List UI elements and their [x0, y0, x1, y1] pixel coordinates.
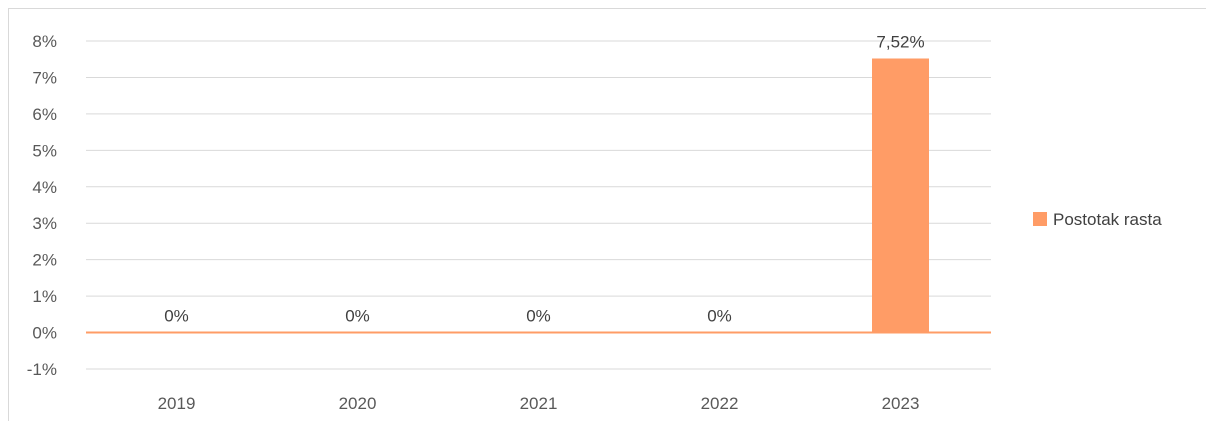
x-tick-label-2023: 2023: [882, 394, 920, 413]
y-tick-label: 6%: [32, 105, 57, 124]
y-tick-label: 1%: [32, 287, 57, 306]
x-tick-label-2020: 2020: [339, 394, 377, 413]
y-tick-label: 0%: [32, 324, 57, 343]
x-tick-label-2019: 2019: [158, 394, 196, 413]
y-tick-label: 4%: [32, 178, 57, 197]
y-tick-label: 7%: [32, 68, 57, 87]
y-tick-label: 8%: [32, 32, 57, 51]
y-tick-label: 3%: [32, 214, 57, 233]
bars: [872, 58, 929, 333]
data-labels: 0% 0% 0% 0% 7,52%: [164, 32, 924, 325]
x-tick-label-2022: 2022: [701, 394, 739, 413]
legend-swatch-postotak-rasta: [1033, 212, 1047, 226]
legend-label-postotak-rasta: Postotak rasta: [1053, 210, 1162, 229]
x-axis-ticks: 2019 2020 2021 2022 2023: [158, 394, 920, 413]
data-label-2020: 0%: [345, 307, 370, 326]
data-label-2019: 0%: [164, 307, 189, 326]
x-tick-label-2021: 2021: [520, 394, 558, 413]
data-label-2021: 0%: [526, 307, 551, 326]
y-tick-label: 2%: [32, 251, 57, 270]
chart-frame: [8, 8, 1206, 421]
y-tick-label: -1%: [27, 360, 57, 379]
bar-2023: [872, 58, 929, 333]
y-tick-label: 5%: [32, 141, 57, 160]
y-axis-ticks: 8% 7% 6% 5% 4% 3% 2% 1% 0% -1%: [27, 32, 57, 379]
gridlines: [86, 40, 991, 370]
data-label-2023: 7,52%: [876, 32, 924, 51]
legend: Postotak rasta: [1033, 210, 1162, 229]
data-label-2022: 0%: [707, 307, 732, 326]
